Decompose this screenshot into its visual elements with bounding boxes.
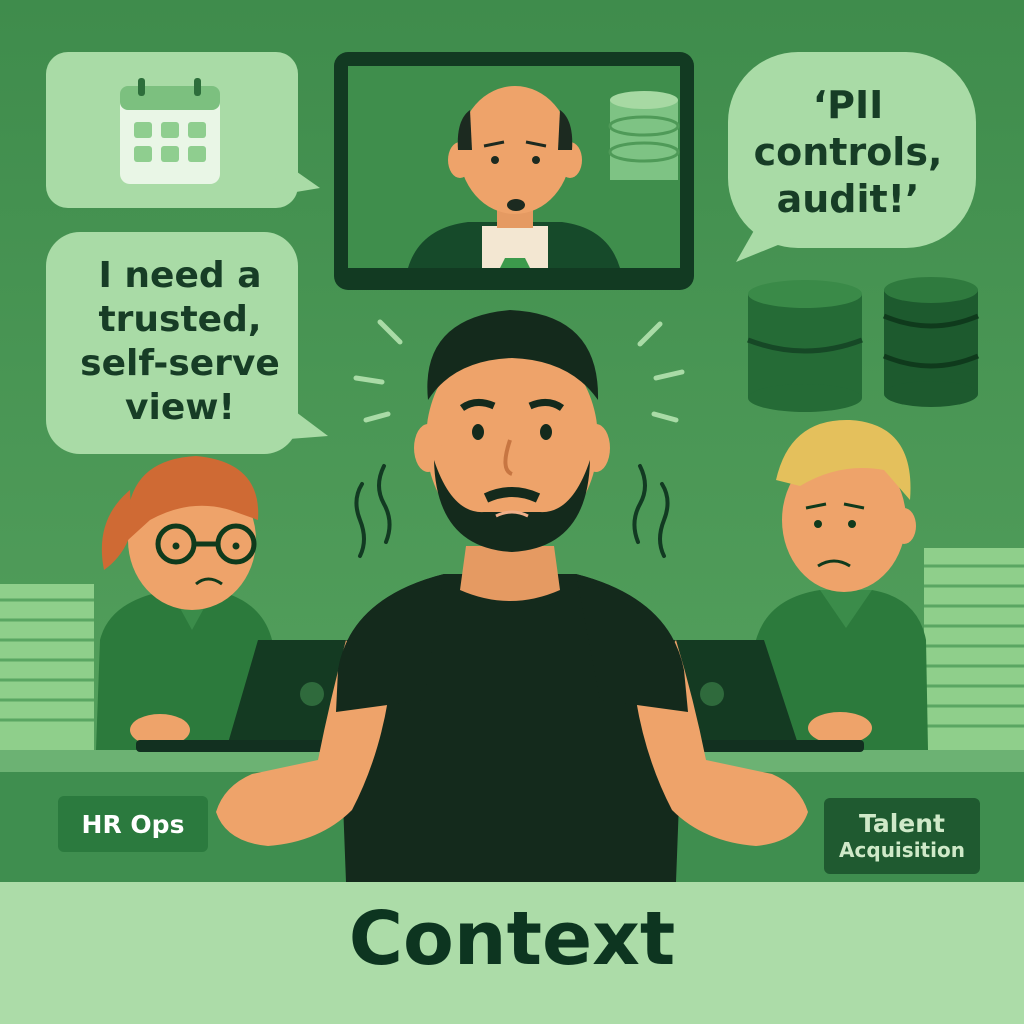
quote-bubble-text: ‘PII controls, audit!’ [753, 83, 943, 222]
footer-title: Context [348, 896, 676, 982]
paper-stack-left [0, 584, 94, 750]
database-icon-right [883, 277, 979, 407]
hr-ops-label: HR Ops [58, 796, 208, 852]
paper-stack-right [924, 548, 1024, 750]
blond-man [750, 419, 928, 750]
calendar-bubble [46, 52, 320, 208]
laptop-right [660, 640, 864, 752]
footer-bar [0, 882, 1024, 1024]
need-bubble [46, 232, 328, 454]
laptop-left [136, 640, 366, 752]
talent-acquisition-label: Talent Acquisition [824, 798, 980, 874]
need-bubble-text: I need a trusted, self-serve view! [80, 255, 280, 428]
video-monitor [334, 52, 694, 290]
calendar-icon [120, 78, 220, 184]
talent-label-line1: Talent [859, 809, 945, 839]
quote-bubble [728, 52, 976, 262]
woman-with-glasses [96, 456, 276, 750]
monitor-database-icon [608, 91, 680, 180]
database-icon-left [747, 280, 863, 412]
talent-label-line2: Acquisition [839, 837, 965, 862]
main-character [216, 310, 808, 882]
